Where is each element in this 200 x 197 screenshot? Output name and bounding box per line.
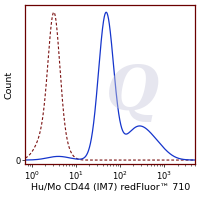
Y-axis label: Count: Count [5,71,14,99]
Text: Q: Q [106,63,159,123]
X-axis label: Hu/Mo CD44 (IM7) redFluor™ 710: Hu/Mo CD44 (IM7) redFluor™ 710 [31,183,190,192]
